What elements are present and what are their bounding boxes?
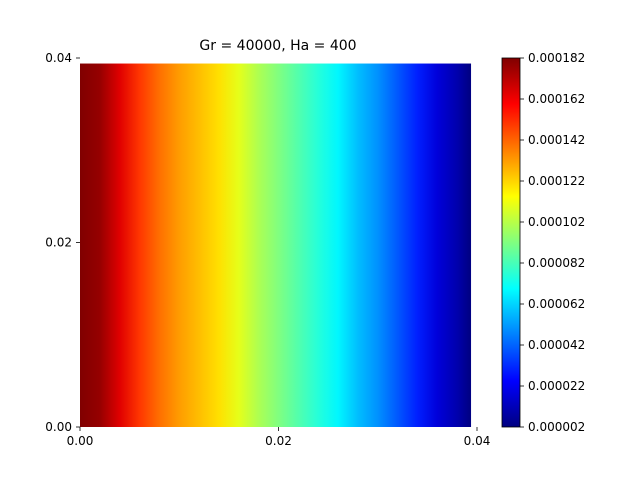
colorbar-tick-label: 0.000182 xyxy=(528,51,585,65)
colorbar-tick-label: 0.000062 xyxy=(528,297,585,311)
colorbar-tick-label: 0.000122 xyxy=(528,174,585,188)
x-axis: 0.00 0.02 0.04 xyxy=(67,427,491,448)
colorbar-tick-label: 0.000042 xyxy=(528,338,585,352)
chart-title: Gr = 40000, Ha = 400 xyxy=(199,38,356,54)
y-axis: 0.00 0.02 0.04 xyxy=(45,51,80,434)
plot-area xyxy=(80,63,472,427)
colorbar-strip xyxy=(501,57,521,428)
colorbar-tick-label: 0.000102 xyxy=(528,215,585,229)
y-tick-label: 0.04 xyxy=(45,51,72,65)
colorbar: 0.000002 0.000022 0.000042 0.000062 0.000082… xyxy=(501,51,585,434)
colorbar-tick-label: 0.000162 xyxy=(528,92,585,106)
colorbar-tick-label: 0.000022 xyxy=(528,379,585,393)
x-tick-label: 0.00 xyxy=(67,434,94,448)
colorbar-tick-label: 0.000002 xyxy=(528,420,585,434)
y-tick-label: 0.02 xyxy=(45,236,72,250)
x-tick-label: 0.04 xyxy=(464,434,491,448)
y-tick-label: 0.00 xyxy=(45,420,72,434)
colorbar-tick-label: 0.000082 xyxy=(528,256,585,270)
colorbar-tick-label: 0.000142 xyxy=(528,133,585,147)
heatmap-field xyxy=(80,63,472,427)
colorbar-ticks: 0.000002 0.000022 0.000042 0.000062 0.000082… xyxy=(520,51,585,434)
x-tick-label: 0.02 xyxy=(265,434,292,448)
